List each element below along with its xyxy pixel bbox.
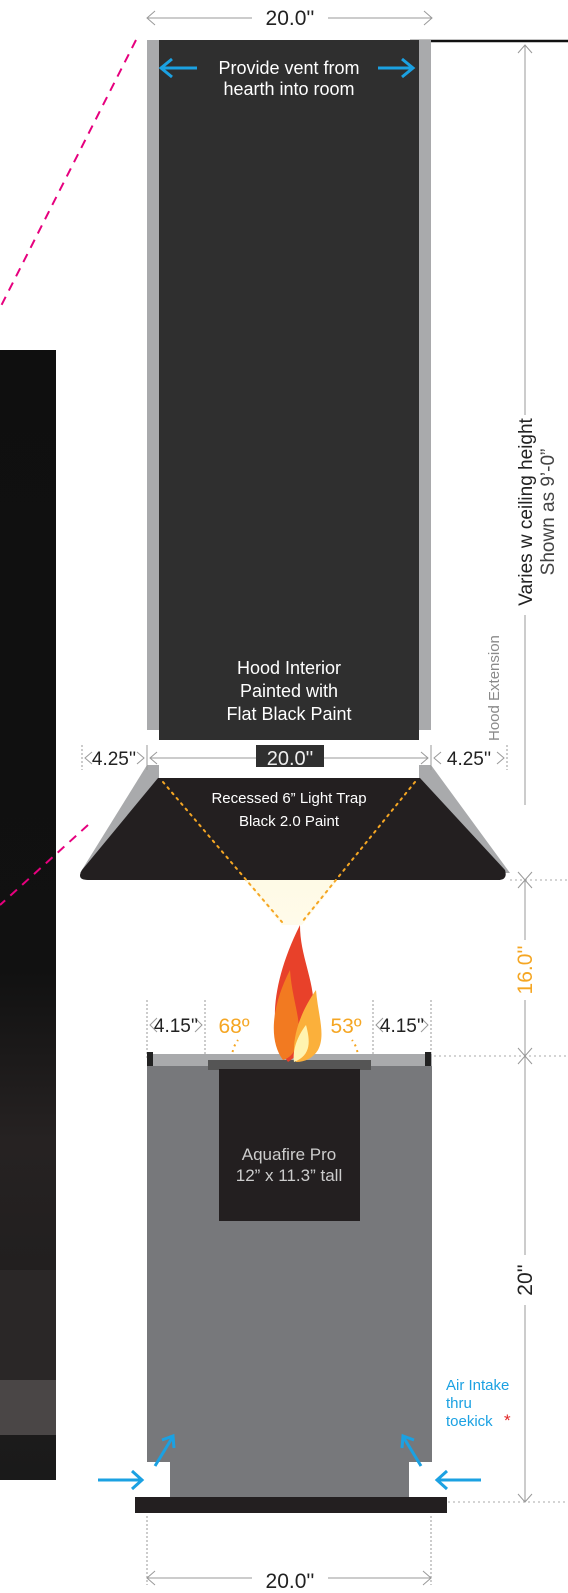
hood-interior-label-line1: Hood Interior <box>237 658 341 678</box>
vent-arrow-left-icon <box>158 57 173 79</box>
light-trap-label-line2: Black 2.0 Paint <box>239 813 340 830</box>
chimney-right-wall <box>419 40 431 730</box>
hood-inner-width: 20.0'' <box>267 748 314 770</box>
air-intake-label-line3: toekick <box>446 1413 493 1430</box>
insert-label-line1: Aquafire Pro <box>242 1145 337 1164</box>
room-photo-sofa <box>0 1270 56 1390</box>
aquafire-insert <box>219 1069 360 1221</box>
flame-icon <box>273 925 322 1062</box>
light-trap <box>80 778 506 880</box>
air-intake-label-line2: thru <box>446 1395 472 1412</box>
hood-interior <box>159 40 419 740</box>
bottom-width-dimension: 20.0'' <box>266 1570 315 1593</box>
air-intake-arrow-left-icon <box>130 1469 145 1491</box>
light-trap-label-line1: Recessed 6” Light Trap <box>211 790 366 807</box>
hood-overhang-left: 4.25'' <box>92 749 136 770</box>
air-intake-asterisk: * <box>504 1411 511 1430</box>
room-photo-rug <box>0 1380 56 1435</box>
hood-flare <box>80 765 159 873</box>
vent-label-line1: Provide vent from <box>218 58 359 78</box>
vent-label-line2: hearth into room <box>223 79 354 99</box>
base-side-right: 4.15'' <box>380 1016 424 1037</box>
air-intake-arrow-right-icon <box>434 1469 449 1491</box>
fire-tray <box>208 1060 371 1070</box>
hood-overhang-right: 4.25'' <box>447 749 491 770</box>
air-rise-arrow-right-icon <box>400 1433 415 1449</box>
chimney-left-wall <box>147 40 159 730</box>
air-rise-arrow-left-icon <box>161 1433 176 1449</box>
plinth <box>135 1497 447 1513</box>
air-intake-label-line1: Air Intake <box>446 1377 509 1394</box>
vent-arrow-right-icon <box>401 57 416 79</box>
hood-extension-label: Hood Extension <box>486 635 503 741</box>
ceiling-height-label-line1: Varies w ceiling height <box>516 417 537 605</box>
angle-right-label: 53º <box>330 1015 361 1038</box>
toekick-left <box>147 1462 170 1498</box>
top-width-dimension: 20.0'' <box>266 7 315 30</box>
base-height-dimension: 20'' <box>514 1264 537 1295</box>
hood-interior-label-line3: Flat Black Paint <box>226 704 351 724</box>
angle-left-label: 68º <box>218 1015 249 1038</box>
hood-to-firebox-dimension: 16.0'' <box>514 946 537 995</box>
leader-line-top <box>0 39 137 309</box>
toekick-right <box>409 1462 432 1498</box>
leader-line-bottom <box>0 824 89 906</box>
base-side-left: 4.15'' <box>154 1016 198 1037</box>
insert-label-line2: 12” x 11.3” tall <box>236 1166 342 1185</box>
ceiling-height-label-line2: Shown as 9’-0” <box>538 449 559 576</box>
hood-interior-label-line2: Painted with <box>240 681 338 701</box>
